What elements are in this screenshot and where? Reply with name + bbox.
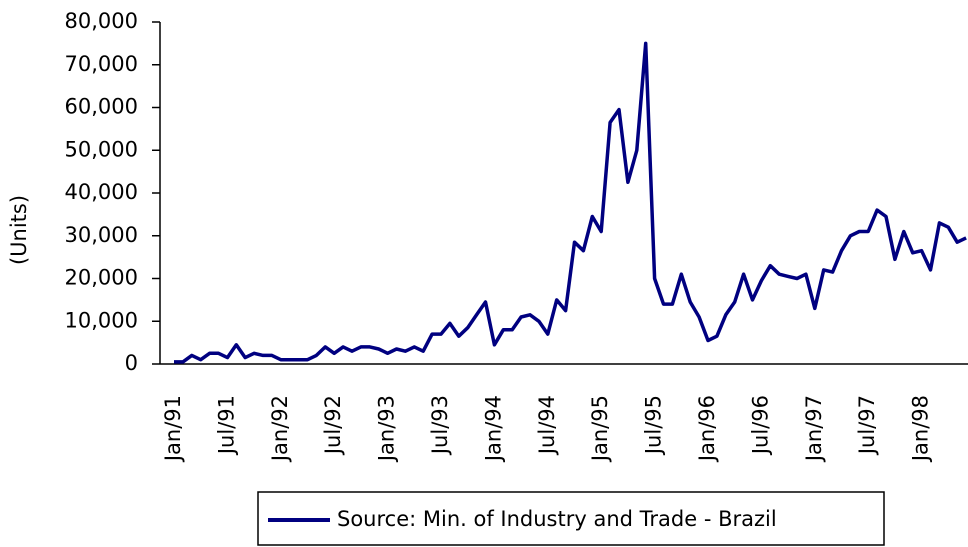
x-tick-label: Jan/91 (161, 395, 185, 463)
y-tick-label: 10,000 (65, 308, 138, 332)
x-tick-label: Jan/94 (481, 395, 505, 463)
legend-box (257, 491, 885, 546)
x-tick-label: Jul/95 (642, 395, 666, 456)
data-line (174, 41, 967, 364)
y-tick-label: 50,000 (65, 137, 138, 161)
y-tick-label: 60,000 (65, 95, 138, 119)
y-tick-label: 70,000 (65, 52, 138, 76)
y-axis-title: (Units) (7, 195, 31, 265)
x-tick-label: Jul/93 (428, 395, 452, 456)
y-tick-label: 0 (125, 351, 138, 375)
x-tick-label: Jul/94 (535, 395, 559, 456)
x-tick-label: Jul/96 (748, 395, 772, 456)
y-tick-label: 40,000 (65, 180, 138, 204)
y-tick-label: 20,000 (65, 266, 138, 290)
x-tick-label: Jan/92 (268, 395, 292, 463)
y-tick-label: 80,000 (65, 9, 138, 33)
legend-label: Source: Min. of Industry and Trade - Bra… (337, 507, 777, 531)
x-tick-label: Jan/93 (375, 395, 399, 463)
y-tick-label: 30,000 (65, 223, 138, 247)
x-tick-label: Jan/97 (802, 395, 826, 463)
x-tick-label: Jan/95 (588, 395, 612, 463)
x-tick-label: Jan/96 (695, 395, 719, 463)
x-tick-label: Jul/92 (321, 395, 345, 456)
x-tick-label: Jul/91 (214, 395, 238, 456)
x-tick-label: Jul/97 (855, 395, 879, 456)
x-tick-label: Jan/98 (909, 395, 933, 463)
